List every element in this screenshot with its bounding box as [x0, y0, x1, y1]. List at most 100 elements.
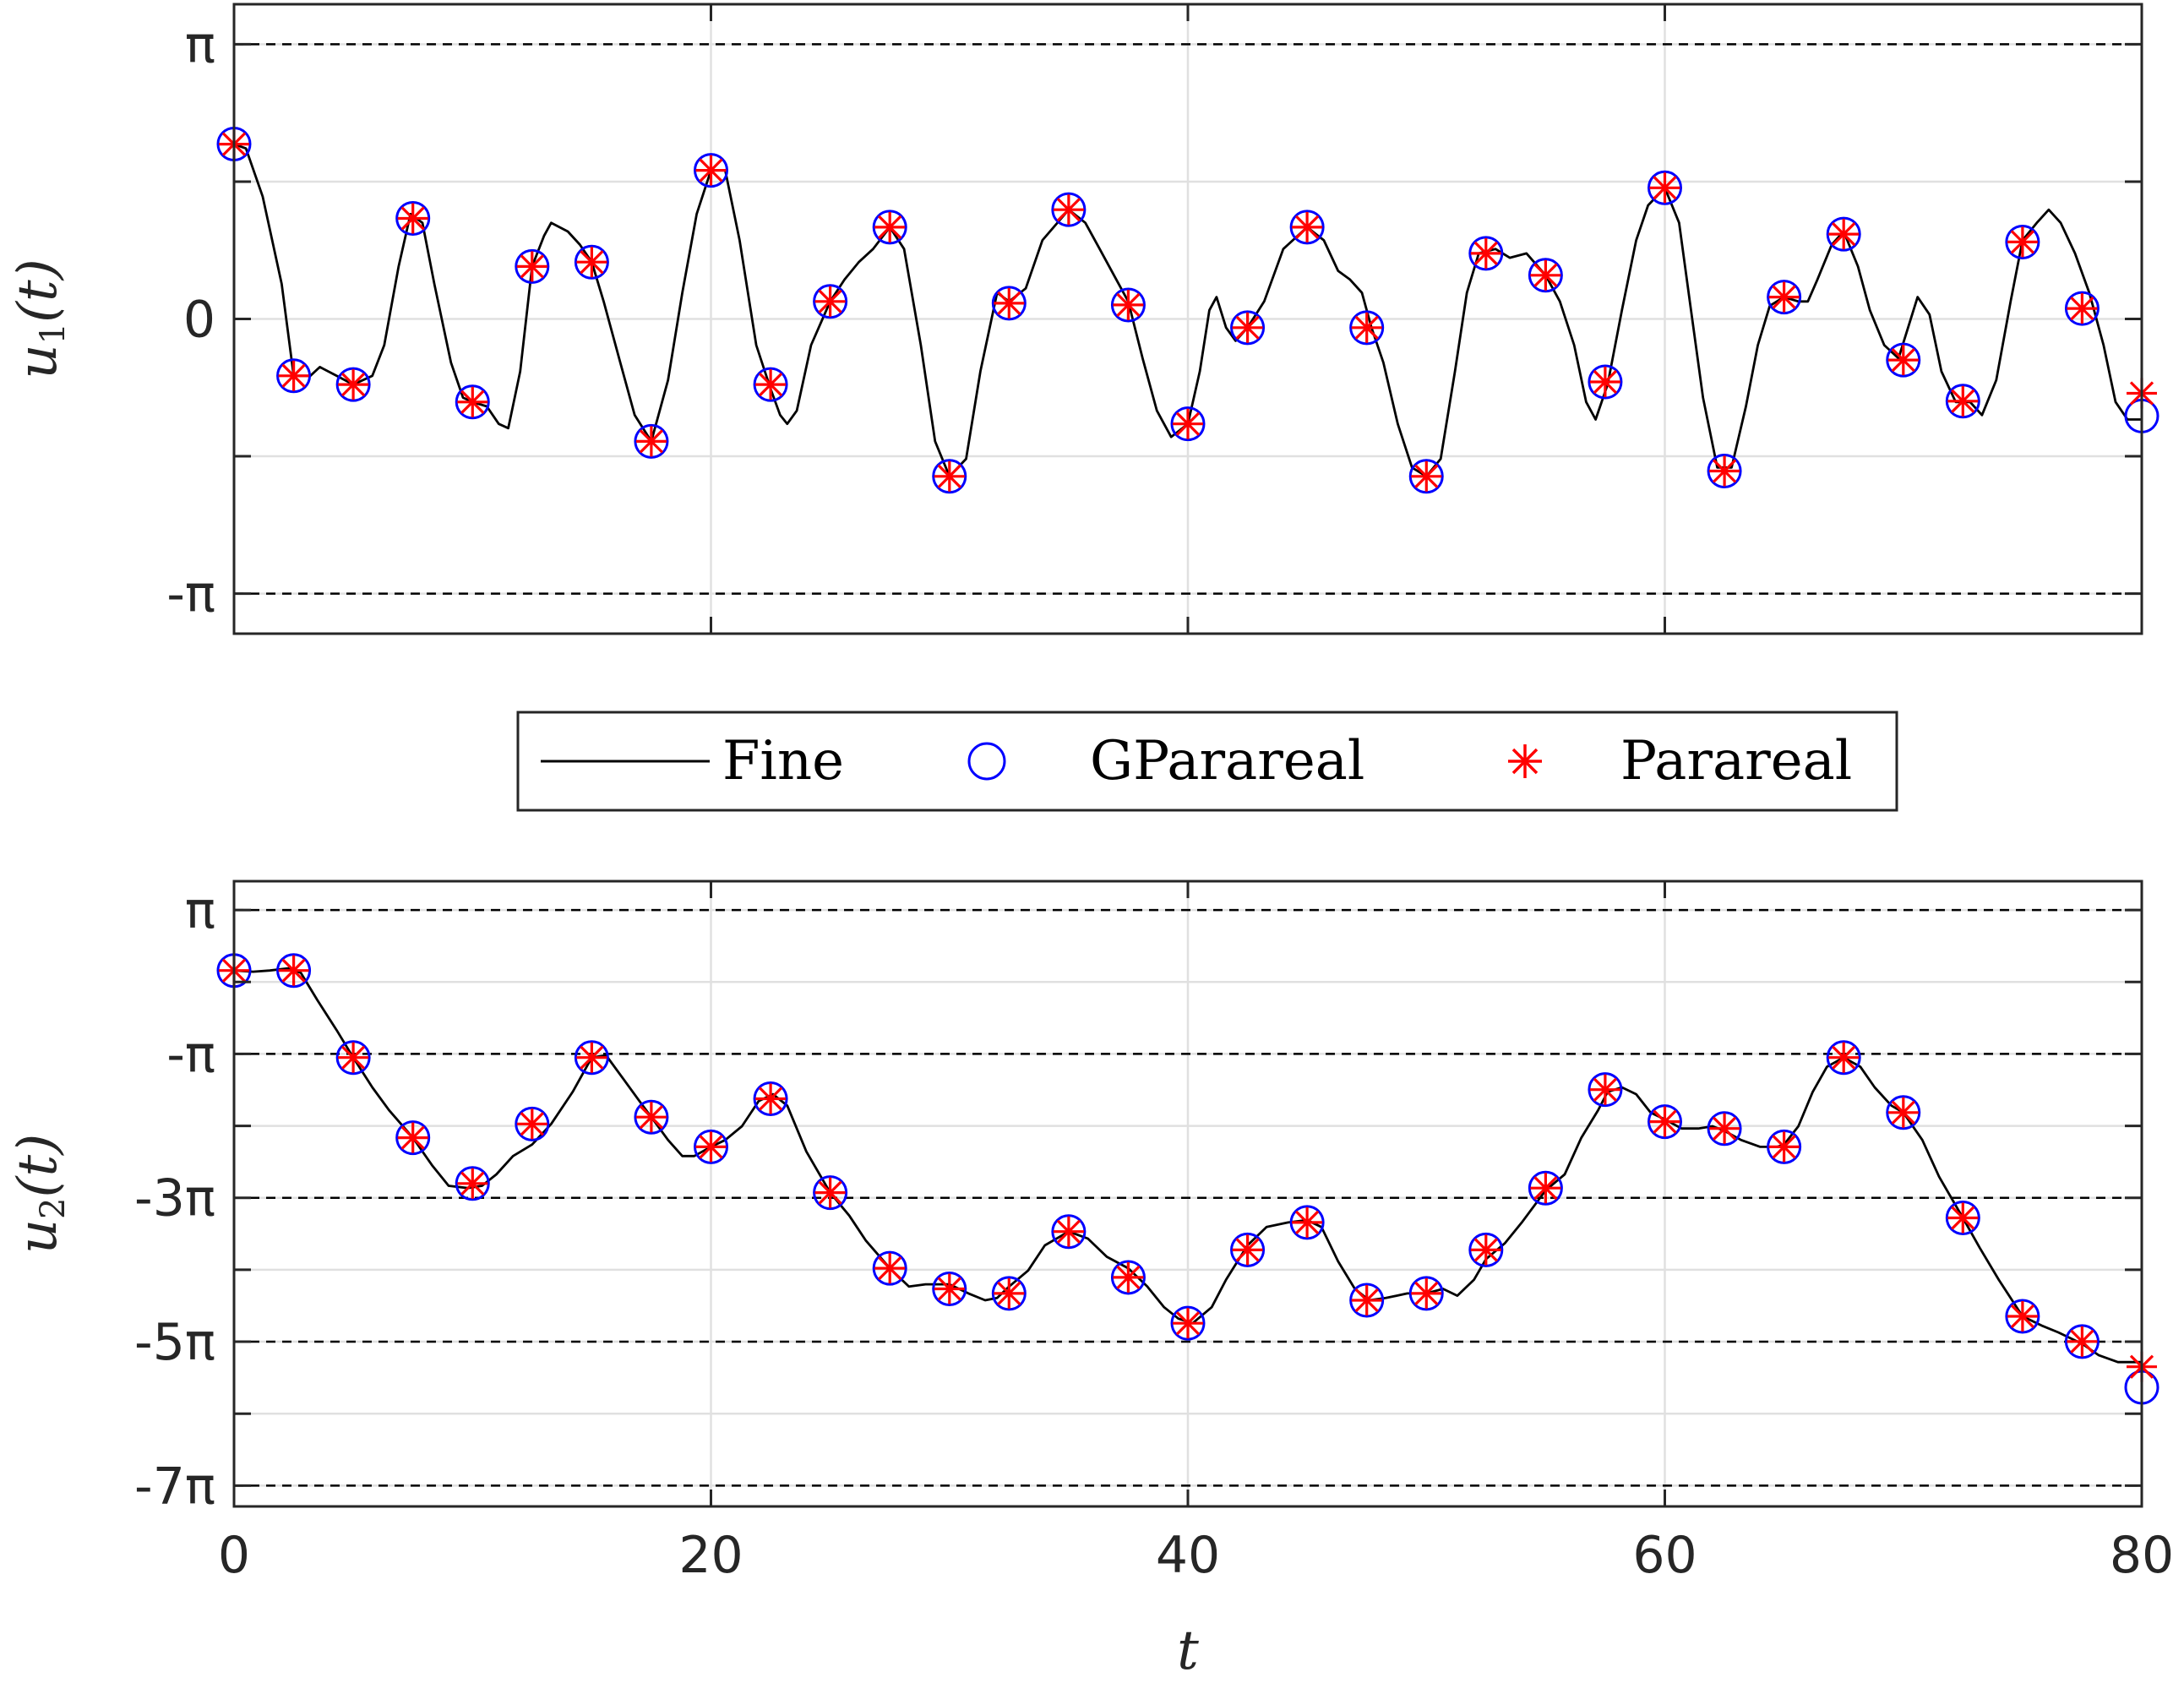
parareal-point [994, 1277, 1025, 1309]
gparareal-point [515, 248, 550, 284]
parareal-point [1589, 367, 1620, 397]
parareal-point [1709, 455, 1740, 487]
parareal-point [2067, 293, 2098, 324]
gparareal-point [1170, 406, 1206, 442]
gparareal-point [1408, 459, 1444, 494]
parareal-point [338, 1042, 369, 1073]
gparareal-point [813, 1175, 848, 1211]
x-axis-label: t [1177, 1620, 1199, 1682]
parareal-point [1887, 1097, 1919, 1128]
parareal-point [2067, 1326, 2098, 1357]
parareal-point [1649, 1106, 1680, 1137]
gparareal-point [1767, 280, 1802, 315]
parareal-point [338, 369, 369, 400]
y-axis-label-subscript: 2 [34, 1197, 73, 1218]
gparareal-point [1648, 170, 1682, 205]
legend-gparareal-marker [967, 742, 1006, 781]
gparareal-point [2064, 1324, 2100, 1359]
gparareal-point [1051, 1214, 1087, 1250]
y-tick-label: -π [166, 1025, 215, 1084]
legend-gparareal-label: GParareal [1090, 730, 1364, 792]
gparareal-point [455, 1166, 490, 1201]
x-tick-label: 60 [1632, 1526, 1697, 1585]
parareal-point [397, 203, 428, 234]
y-axis-label: u2(t) [7, 1134, 73, 1254]
parareal-point [1173, 408, 1203, 439]
x-tick-label: 20 [678, 1526, 743, 1585]
parareal-point [1768, 1131, 1800, 1163]
gparareal-point [1230, 310, 1266, 346]
parareal-point [1470, 1234, 1501, 1266]
parareal-point [1053, 1216, 1084, 1247]
gparareal-point [1648, 1104, 1682, 1140]
parareal-point [1828, 219, 1860, 250]
gparareal-point [991, 1276, 1027, 1311]
gparareal-point [2005, 224, 2040, 259]
gparareal-point [1110, 1260, 1146, 1295]
gparareal-point [1588, 364, 1623, 400]
parareal-point [934, 1273, 965, 1304]
gparareal-point [753, 1081, 788, 1117]
parareal-point [2007, 1301, 2038, 1332]
parareal-point [994, 287, 1025, 319]
gparareal-point [1349, 310, 1385, 346]
parareal-point [397, 1122, 428, 1153]
parareal-point [755, 1083, 787, 1114]
gparareal-point [1886, 1095, 1921, 1130]
parareal-point [1828, 1042, 1860, 1073]
gparareal-point [872, 210, 907, 245]
y-tick-label: 0 [183, 291, 215, 350]
gparareal-point [2005, 1299, 2040, 1334]
gparareal-point [813, 284, 848, 319]
gparareal-point [335, 367, 371, 402]
legend-parareal-marker [1508, 744, 1542, 778]
parareal-point [635, 1102, 667, 1133]
gparareal-point [2064, 291, 2100, 326]
parareal-point [1530, 259, 1561, 291]
parareal-point [934, 460, 965, 492]
gparareal-point [1945, 1200, 1980, 1235]
gparareal-point [694, 1129, 728, 1164]
gparareal-point [694, 153, 728, 188]
parareal-point [1292, 1206, 1323, 1238]
parareal-point [635, 426, 667, 457]
y-tick-label: -π [166, 565, 215, 624]
gparareal-point [515, 1106, 550, 1141]
gparareal-point [1945, 384, 1980, 419]
parareal-point [516, 251, 547, 282]
parareal-point [1530, 1173, 1561, 1204]
gparareal-point [1468, 1232, 1504, 1267]
gparareal-point [1408, 1276, 1444, 1311]
gparareal-point [932, 459, 967, 494]
parareal-point [457, 1168, 488, 1199]
gparareal-point [1707, 1111, 1742, 1147]
parareal-point [695, 155, 727, 186]
gparareal-point [872, 1250, 907, 1286]
parareal-point [516, 1108, 547, 1140]
gparareal-point [1767, 1129, 1802, 1164]
parareal-point [1470, 237, 1501, 269]
gparareal-point [1230, 1232, 1266, 1267]
parareal-point [1232, 1234, 1263, 1266]
parareal-point [1411, 460, 1442, 492]
parareal-point [1113, 289, 1144, 320]
gparareal-point [1826, 216, 1861, 252]
parareal-point [814, 286, 846, 317]
y-tick-label: -7π [134, 1457, 215, 1516]
gparareal-point [1707, 454, 1742, 489]
gparareal-point [932, 1271, 967, 1306]
parareal-point [1411, 1277, 1442, 1309]
legend-fine-label: Fine [722, 730, 844, 792]
gparareal-point [1349, 1283, 1385, 1318]
y-axis-label-main: u [7, 1219, 69, 1254]
gparareal-point [455, 384, 490, 420]
y-tick-label: π [185, 881, 215, 940]
gparareal-point [335, 1040, 371, 1076]
gparareal-point [395, 1120, 431, 1156]
gparareal-point [1170, 1305, 1206, 1341]
parareal-point [1113, 1261, 1144, 1293]
legend: Fine GParareal Parareal [516, 711, 1898, 812]
gparareal-point [276, 358, 312, 394]
parareal-point [695, 1131, 727, 1163]
